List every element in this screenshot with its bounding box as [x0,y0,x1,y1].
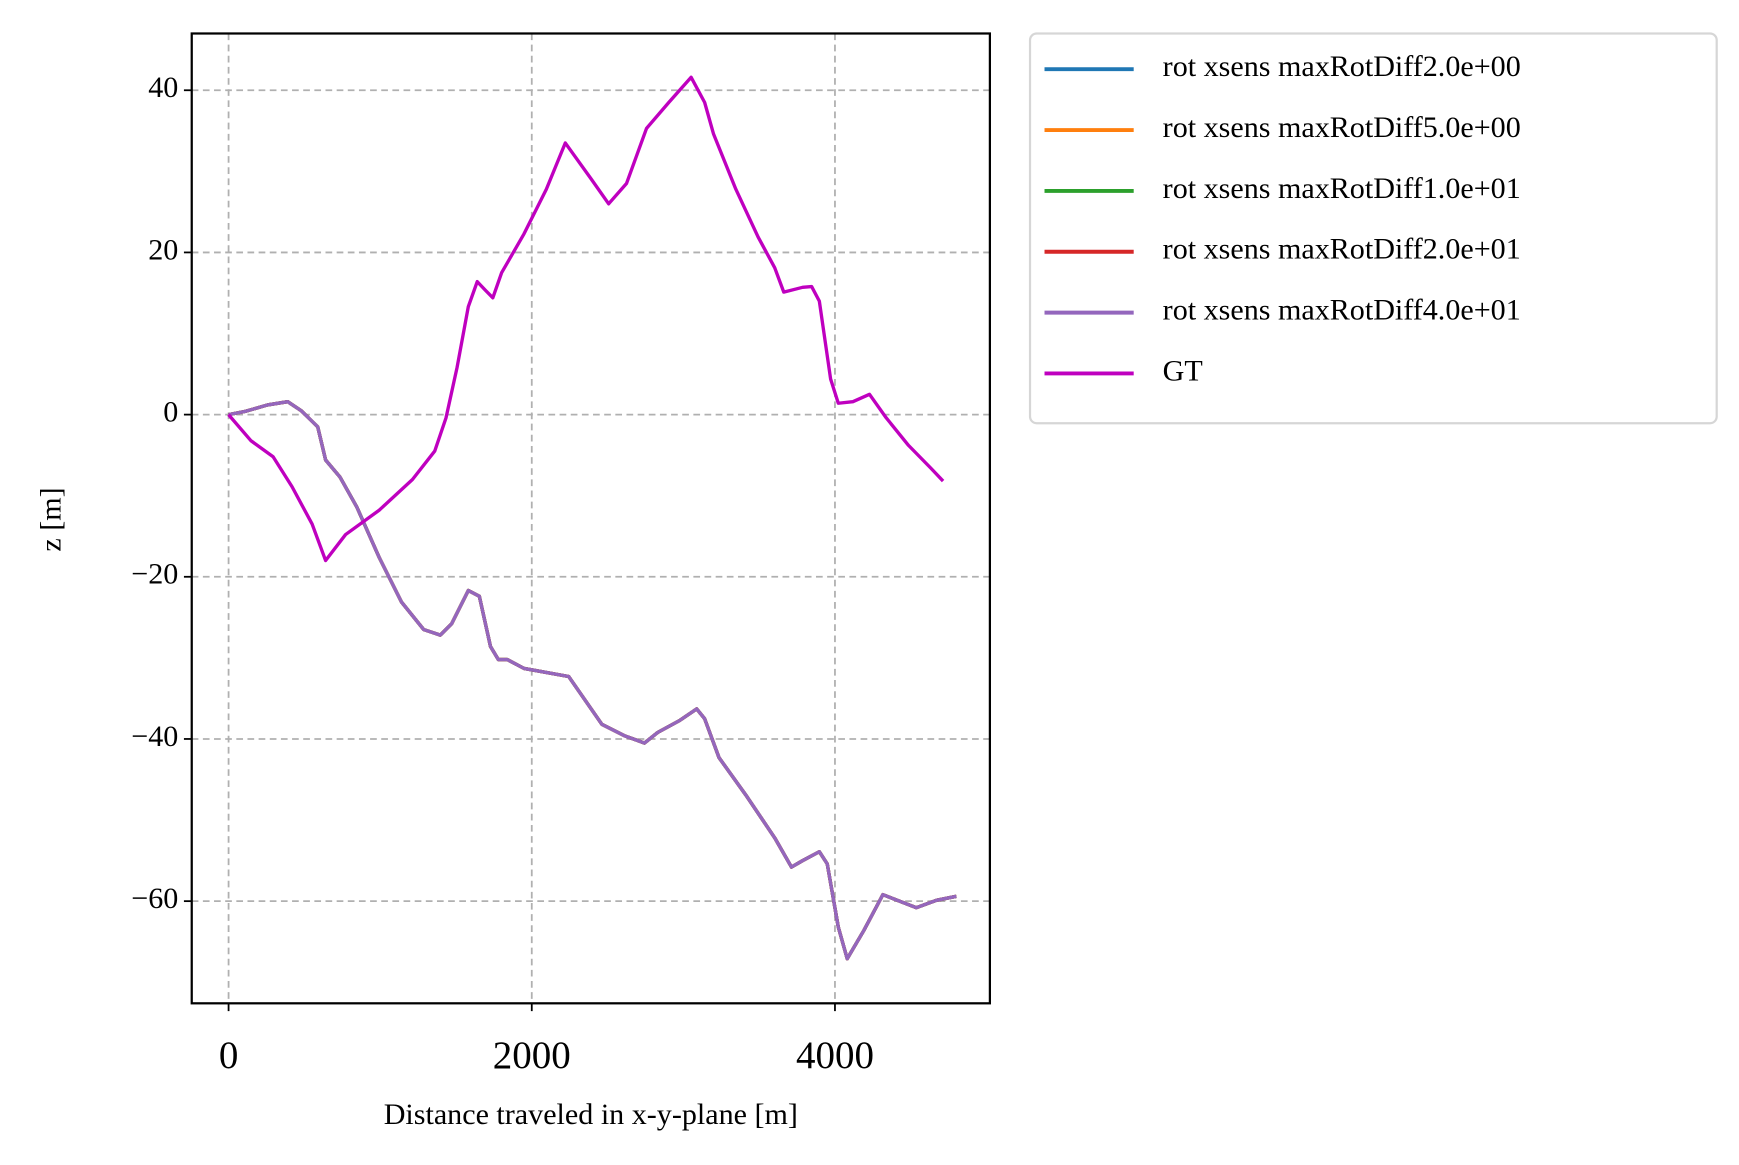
legend-label: rot xsens maxRotDiff2.0e+00 [1163,49,1521,83]
x-tick-label: 4000 [796,1034,874,1077]
y-axis-label: z [m] [33,487,67,551]
y-tick-label: −40 [131,719,178,753]
y-tick-label: 0 [163,395,178,429]
x-tick-label: 0 [219,1034,239,1077]
y-tick-label: −60 [131,881,178,915]
y-tick-label: −20 [131,557,178,591]
legend-label: rot xsens maxRotDiff5.0e+00 [1163,110,1521,144]
legend-label: rot xsens maxRotDiff4.0e+01 [1163,293,1521,327]
legend-box [1028,32,1718,425]
legend-label: rot xsens maxRotDiff2.0e+01 [1163,232,1521,266]
legend-label: GT [1163,353,1203,387]
x-tick-label: 2000 [493,1034,571,1077]
y-tick-label: 40 [148,70,178,104]
series-line [227,75,945,563]
legend-label: rot xsens maxRotDiff1.0e+01 [1163,171,1521,205]
series-line [228,400,957,961]
y-tick-label: 20 [148,232,178,266]
plot-frame [190,32,992,1005]
x-axis-label: Distance traveled in x-y-plane [m] [384,1097,798,1131]
